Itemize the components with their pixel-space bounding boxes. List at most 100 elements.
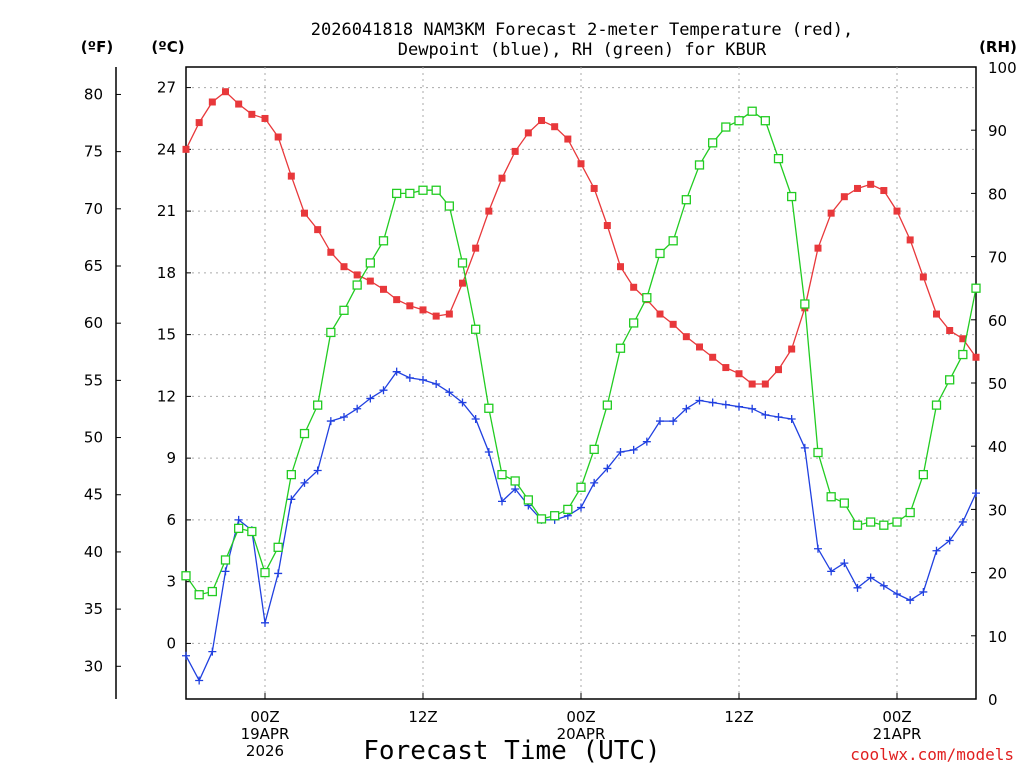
fahrenheit-tick-label: 50 [84,429,103,447]
relative-humidity-point [418,185,428,195]
temperature-point [327,248,335,256]
relative-humidity-point [852,520,863,530]
celsius-tick-label: 0 [166,634,176,652]
relative-humidity-point [589,444,599,455]
temperature-point [406,302,414,310]
fahrenheit-tick-label: 75 [84,143,103,161]
temperature-point [380,285,387,293]
celsius-tick-label: 6 [166,511,176,529]
dewpoint-point [879,581,888,590]
relative-humidity-series [181,106,981,600]
relative-humidity-point [405,188,415,199]
dewpoint-point [577,503,585,512]
dewpoint-point [761,410,770,419]
time-tick-label: 21APR [873,725,922,743]
dewpoint-point [721,400,730,409]
x-axis-title: Forecast Time (UTC) [363,736,660,766]
temperature-point [959,335,967,343]
relative-humidity-point [471,324,481,334]
dewpoint-point [261,618,269,627]
dewpoint-point [893,590,901,599]
relative-humidity-point [866,517,876,527]
relative-humidity-point [971,283,981,293]
relative-humidity-point [484,403,494,413]
temperature-point [353,271,361,279]
temperature-point [366,277,374,285]
dewpoint-point [498,497,506,506]
temperature-point [235,100,243,108]
dewpoint-point [827,567,836,576]
dewpoint-point [300,478,309,487]
temperature-point [854,184,861,192]
dewpoint-point [919,587,928,596]
dewpoint-point [906,596,915,605]
celsius-tick-label: 27 [157,79,176,97]
temperature-point [274,133,282,141]
temperature-point [696,343,703,351]
rh-tick-label: 60 [988,312,1007,330]
dewpoint-point [642,437,651,446]
relative-humidity-point [931,400,942,410]
relative-humidity-point [194,590,204,600]
temperature-point [669,320,677,328]
time-tick-label: 20APR [557,725,606,743]
dewpoint-point [484,447,493,456]
source-credit: coolwx.com/models [850,745,1014,764]
dewpoint-point [616,447,625,456]
relative-humidity-point [273,542,283,552]
time-tick-label: 00Z [882,708,911,726]
relative-humidity-point [721,122,731,132]
temperature-point [893,207,901,215]
time-tick-label: 12Z [724,708,753,726]
temperature-point [182,145,190,153]
relative-humidity-point [523,495,533,505]
rh-tick-label: 20 [988,565,1007,583]
dewpoint-point [458,398,467,407]
temperature-point [880,187,888,195]
rh-tick-label: 0 [988,691,998,709]
relative-humidity-point [313,400,323,410]
temperature-point [827,209,835,217]
dewpoint-point [945,536,954,545]
fahrenheit-axis: 30 35 40 45 50 55 60 65 70 75 80 [84,85,121,675]
relative-humidity-point [839,498,849,508]
dewpoint-point [814,544,822,553]
temperature-point [590,184,598,192]
relative-humidity-point [668,236,678,246]
fahrenheit-tick-label: 55 [84,371,103,389]
relative-humidity-point [510,476,520,486]
relative-humidity-point [813,447,823,458]
relative-humidity-point [181,571,191,581]
rh-tick-label: 10 [988,628,1007,646]
temperature-point [524,129,532,137]
temperature-point [867,180,875,188]
celsius-tick-label: 12 [157,387,176,405]
relative-humidity-point [378,236,389,246]
temperature-point [814,244,822,252]
relative-humidity-point [892,517,902,527]
rh-unit-label: (RH) [979,38,1017,56]
celsius-unit-label: (ºC) [151,38,184,56]
dewpoint-point [340,412,348,421]
temperature-point [735,370,743,378]
relative-humidity-point [299,428,310,439]
dewpoint-point [774,412,783,421]
rh-tick-label: 50 [988,375,1007,393]
relative-humidity-point [444,201,454,211]
temperature-point [972,353,980,361]
relative-humidity-point [747,106,757,116]
dewpoint-point [221,567,230,576]
rh-tick-label: 30 [988,501,1007,519]
rh-axis: 0 10 20 30 40 50 60 70 80 90 100 [971,59,1017,709]
relative-humidity-point [234,523,244,534]
dewpoint-point [603,464,612,473]
dewpoint-point [471,415,480,424]
relative-humidity-point [879,520,889,530]
fahrenheit-tick-label: 40 [84,543,103,561]
relative-humidity-point [615,343,626,353]
time-tick-label: 19APR [241,725,290,743]
relative-humidity-point [339,305,349,315]
fahrenheit-tick-label: 65 [84,257,103,275]
dewpoint-point [708,398,717,407]
relative-humidity-point [365,258,375,268]
